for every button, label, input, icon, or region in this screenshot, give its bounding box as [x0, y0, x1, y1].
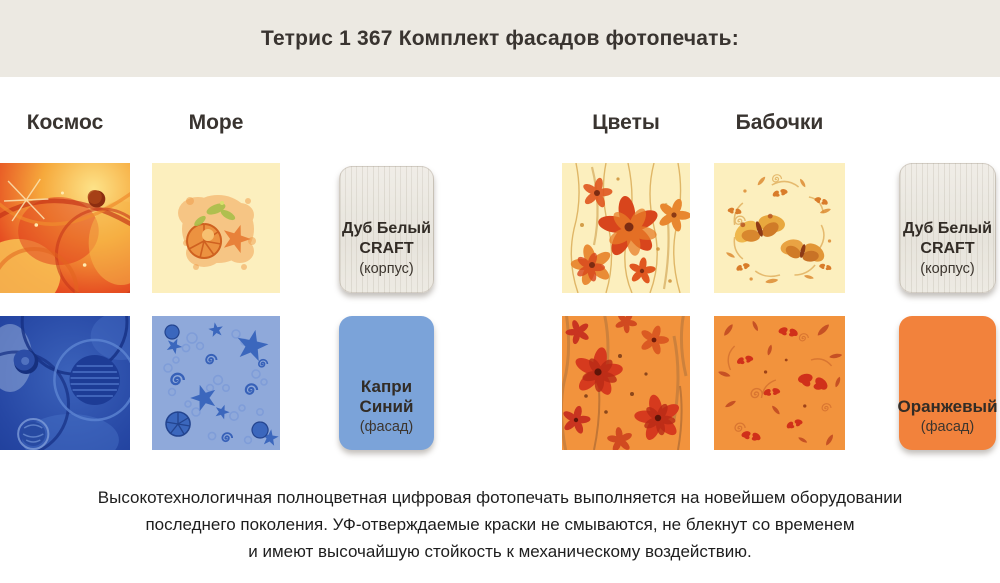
tile-flowers-cream-print	[562, 163, 690, 293]
tile-butterflies-orange-print	[714, 316, 845, 450]
swatch-note: (фасад)	[920, 419, 975, 435]
flowers-cream-art-icon	[562, 163, 690, 293]
footer-description: Высокотехнологичная полноцветная цифрова…	[0, 484, 1000, 565]
tile-cosmos-orange-print	[0, 163, 130, 293]
footer-line-1: Высокотехнологичная полноцветная цифрова…	[97, 488, 903, 507]
butterflies-orange-art-icon	[714, 316, 845, 450]
tile-sea-cream-print	[152, 163, 280, 293]
column-label-sea: Море	[188, 111, 244, 134]
footer-line-2: последнего поколения. УФ-отверждаемые кр…	[145, 515, 855, 534]
column-label-cosmos: Космос	[26, 111, 104, 134]
swatch-white-oak-craft-right: Дуб Белый CRAFT (корпус)	[899, 163, 996, 293]
tile-butterflies-cream-print	[714, 163, 845, 293]
swatch-white-oak-craft-left: Дуб Белый CRAFT (корпус)	[339, 166, 434, 293]
page-title: Тетрис 1 367 Комплект фасадов фотопечать…	[261, 26, 739, 50]
sea-blue-art-icon	[152, 316, 280, 450]
swatch-orange-facade: Оранжевый (фасад)	[897, 316, 998, 450]
swatch-note: (корпус)	[359, 261, 414, 277]
header-band: Тетрис 1 367 Комплект фасадов фотопечать…	[0, 0, 1000, 77]
butterflies-cream-art-icon	[714, 163, 845, 293]
swatch-note: (фасад)	[359, 419, 414, 435]
swatch-capri-blue-facade: Капри Синий (фасад)	[339, 316, 434, 450]
swatch-name-line: Дуб Белый	[342, 220, 431, 237]
swatch-name-line: Капри Синий	[359, 377, 414, 416]
cosmos-blue-art-icon	[0, 316, 130, 450]
flowers-orange-art-icon	[562, 316, 690, 450]
swatch-name-line: CRAFT	[359, 240, 414, 257]
footer-line-3: и имеют высочайшую стойкость к механичес…	[248, 542, 752, 561]
sea-cream-art-icon	[152, 163, 280, 293]
swatch-name-line: Оранжевый	[897, 397, 998, 416]
column-label-butterflies: Бабочки	[735, 111, 824, 134]
swatch-name-line: CRAFT	[920, 240, 975, 257]
tile-sea-blue-print	[152, 316, 280, 450]
tile-flowers-orange-print	[562, 316, 690, 450]
swatch-note: (корпус)	[920, 261, 975, 277]
tile-cosmos-blue-print	[0, 316, 130, 450]
swatch-name-line: Дуб Белый	[903, 220, 992, 237]
column-label-flowers: Цветы	[592, 111, 660, 134]
cosmos-orange-art-icon	[0, 163, 130, 293]
